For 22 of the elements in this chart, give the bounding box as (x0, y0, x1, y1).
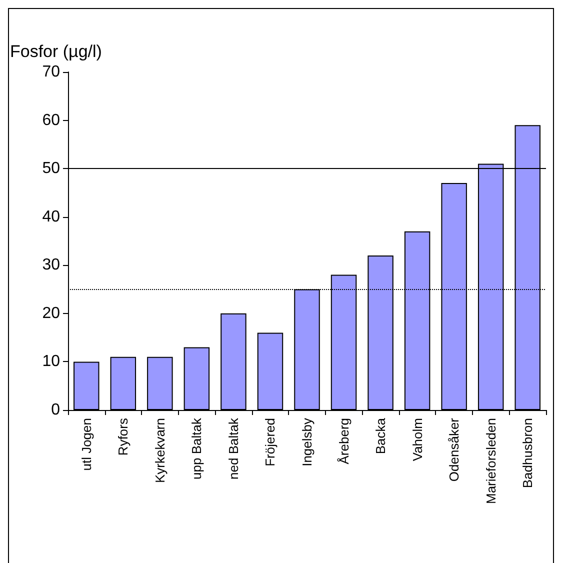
y-tick-label: 10 (42, 353, 60, 370)
x-tick-label: Kyrkekvarn (152, 418, 168, 484)
y-tick-label: 60 (42, 112, 60, 129)
y-tick-label: 0 (51, 402, 60, 418)
y-tick-label: 40 (42, 208, 60, 226)
x-tick-label: Marieforsleden (483, 418, 498, 504)
y-tick-label: 50 (42, 160, 60, 178)
y-tick-label: 20 (42, 304, 60, 322)
y-tick-label: 70 (42, 64, 60, 80)
x-tick-label: Fröjered (262, 418, 278, 466)
x-tick-label: utl Jogen (78, 418, 94, 471)
x-tick-label: Odensåker (446, 417, 462, 482)
x-tick-label: Badhusbron (520, 418, 536, 488)
x-tick-label: Ingelsby (300, 418, 314, 466)
x-tick-label: Vaholm (410, 418, 425, 462)
y-axis-title: Fosfor (µg/l) (10, 42, 102, 61)
y-tick-label: 30 (42, 256, 60, 274)
x-tick-label: Backa (373, 417, 388, 454)
x-tick-label: Ryfors (116, 418, 131, 456)
x-tick-label: ned Baltak (226, 418, 241, 480)
x-tick-label: Åreberg (336, 418, 352, 464)
x-tick-label: upp Baltak (189, 418, 204, 480)
